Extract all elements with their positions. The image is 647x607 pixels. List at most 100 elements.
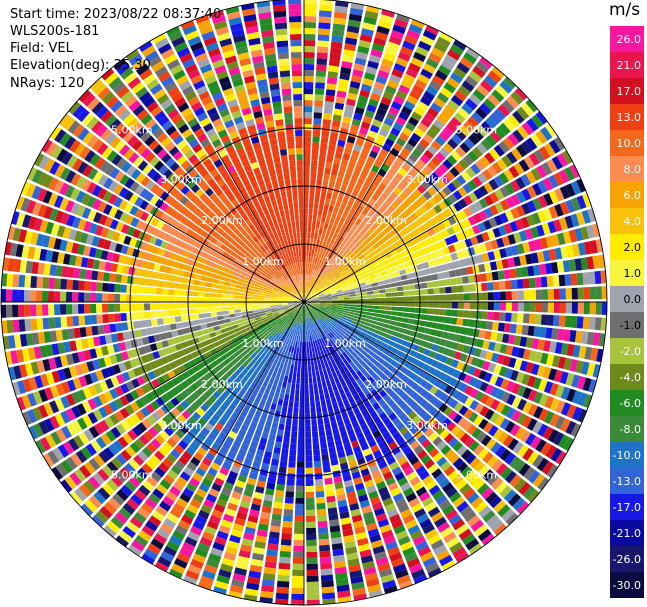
velocity-gate [277, 574, 290, 582]
velocity-gate [338, 347, 345, 354]
velocity-gate [497, 504, 511, 518]
velocity-gate [315, 190, 321, 198]
velocity-gate [313, 298, 320, 301]
velocity-gate [322, 592, 336, 600]
velocity-gate [502, 434, 514, 447]
velocity-gate [297, 304, 302, 310]
velocity-gate [252, 415, 260, 424]
velocity-gate [376, 321, 384, 327]
velocity-gate [497, 104, 511, 117]
velocity-gate [334, 315, 341, 320]
velocity-gate [289, 449, 297, 456]
velocity-gate [288, 300, 294, 302]
velocity-gate [198, 483, 210, 493]
velocity-gate [184, 509, 196, 520]
velocity-gate [349, 344, 356, 351]
velocity-gate [512, 497, 526, 511]
velocity-gate [149, 235, 158, 245]
velocity-gate [185, 396, 194, 405]
velocity-gate [319, 298, 326, 301]
velocity-gate [112, 440, 124, 452]
velocity-gate [351, 380, 359, 389]
velocity-gate [154, 466, 166, 478]
velocity-gate [141, 446, 153, 458]
velocity-gate [367, 130, 378, 139]
velocity-gate [69, 340, 78, 352]
velocity-gate [395, 246, 404, 253]
velocity-gate [323, 278, 330, 284]
velocity-gate [468, 192, 478, 203]
velocity-gate [355, 233, 363, 241]
velocity-gate [380, 465, 391, 475]
velocity-gate [297, 329, 300, 336]
velocity-gate [551, 156, 563, 170]
velocity-gate [196, 407, 205, 417]
velocity-gate [292, 569, 304, 576]
velocity-gate [328, 347, 333, 354]
velocity-gate [305, 473, 314, 480]
velocity-gate [267, 342, 274, 349]
velocity-gate [265, 290, 272, 294]
velocity-gate [325, 303, 332, 305]
velocity-gate [82, 245, 91, 257]
velocity-gate [140, 354, 149, 364]
velocity-gate [473, 415, 484, 427]
velocity-gate [307, 353, 311, 360]
velocity-gate [293, 309, 298, 315]
velocity-gate [337, 307, 344, 310]
velocity-gate [229, 283, 237, 288]
velocity-gate [434, 389, 444, 399]
velocity-gate [166, 380, 175, 390]
velocity-gate [228, 286, 236, 291]
velocity-gate [148, 493, 161, 505]
velocity-gate [54, 413, 66, 427]
velocity-gate [322, 210, 328, 217]
velocity-gate [321, 405, 328, 413]
velocity-gate [394, 451, 405, 461]
velocity-gate [504, 470, 517, 484]
velocity-gate [329, 313, 336, 318]
velocity-gate [207, 272, 215, 278]
velocity-gate [486, 455, 499, 468]
velocity-gate [314, 467, 322, 474]
velocity-gate [315, 287, 321, 292]
velocity-gate [459, 432, 471, 444]
velocity-gate [273, 285, 280, 290]
velocity-gate [516, 243, 525, 255]
velocity-gate [195, 370, 204, 379]
velocity-gate [360, 186, 368, 194]
velocity-gate [259, 312, 266, 317]
velocity-gate [455, 523, 469, 536]
velocity-gate [191, 351, 199, 359]
velocity-gate [255, 347, 262, 354]
velocity-gate [367, 246, 375, 254]
velocity-gate [263, 354, 270, 361]
velocity-gate [332, 261, 339, 268]
velocity-gate [175, 383, 185, 393]
velocity-gate [305, 425, 311, 432]
velocity-gate [566, 404, 577, 419]
velocity-gate [185, 377, 194, 386]
velocity-gate [385, 421, 395, 431]
velocity-gate [545, 445, 557, 459]
velocity-gate [252, 297, 259, 300]
velocity-gate [269, 531, 280, 539]
velocity-gate [45, 372, 55, 385]
velocity-gate [70, 202, 81, 215]
velocity-gate [322, 254, 328, 261]
velocity-gate [475, 159, 486, 171]
velocity-gate [312, 315, 316, 321]
velocity-gate [310, 359, 314, 366]
velocity-gate [398, 535, 411, 546]
velocity-gate [453, 39, 467, 51]
velocity-gate [18, 229, 28, 243]
velocity-gate [467, 116, 480, 128]
velocity-gate [252, 307, 259, 311]
velocity-gate [180, 309, 187, 315]
velocity-gate [349, 155, 358, 164]
velocity-gate [479, 102, 492, 115]
velocity-gate [263, 320, 270, 325]
velocity-gate [310, 166, 317, 173]
velocity-gate [522, 387, 532, 400]
velocity-gate [419, 320, 427, 327]
